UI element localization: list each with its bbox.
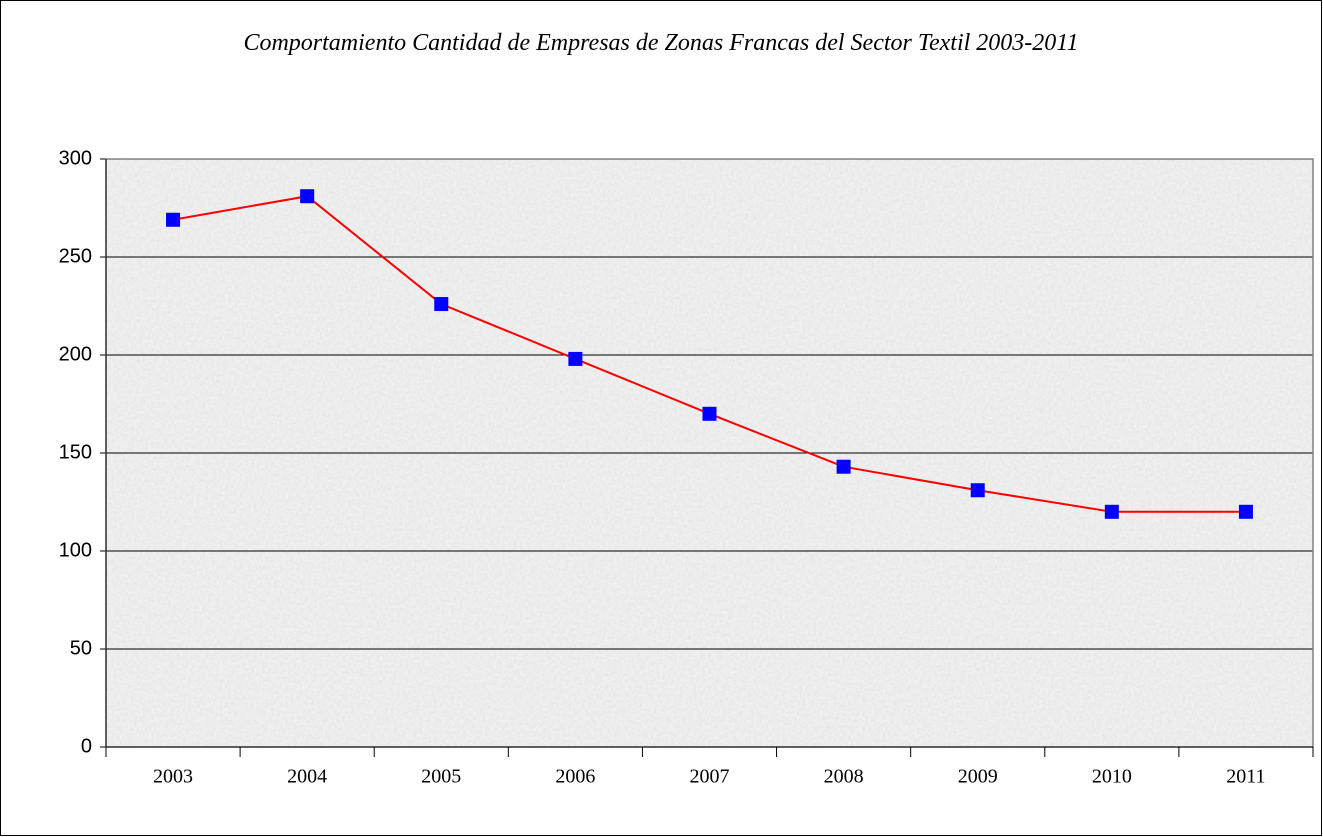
data-point	[1238, 504, 1253, 519]
x-tick-label: 2008	[824, 766, 864, 788]
y-tick-label: 50	[70, 637, 92, 659]
data-point	[300, 189, 315, 204]
data-point	[702, 406, 717, 421]
data-point	[1104, 504, 1119, 519]
x-tick-label: 2007	[690, 766, 730, 788]
chart-title: Comportamiento Cantidad de Empresas de Z…	[243, 30, 1079, 56]
data-point	[568, 351, 583, 366]
y-tick-label: 250	[59, 245, 92, 267]
data-point	[166, 212, 181, 227]
x-tick-label: 2004	[287, 766, 327, 788]
x-tick-label: 2006	[555, 766, 595, 788]
data-point	[434, 297, 449, 312]
x-tick-label: 2010	[1092, 766, 1132, 788]
y-tick-label: 200	[59, 343, 92, 365]
data-point	[836, 459, 851, 474]
data-point	[970, 483, 985, 498]
x-tick-label: 2003	[153, 766, 193, 788]
y-tick-label: 0	[81, 735, 92, 757]
y-tick-label: 150	[59, 441, 92, 463]
x-tick-label: 2005	[421, 766, 461, 788]
y-tick-label: 100	[59, 539, 92, 561]
y-tick-label: 300	[59, 147, 92, 169]
x-tick-label: 2009	[958, 766, 998, 788]
x-tick-label: 2011	[1226, 766, 1265, 788]
